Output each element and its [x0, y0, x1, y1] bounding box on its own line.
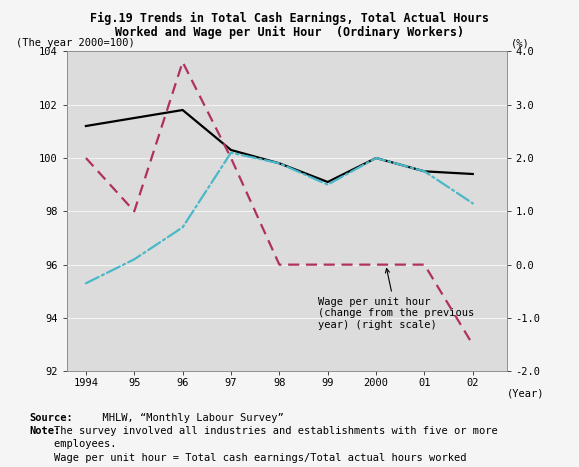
- Text: Fig.19 Trends in Total Cash Earnings, Total Actual Hours: Fig.19 Trends in Total Cash Earnings, To…: [90, 12, 489, 25]
- Text: Worked and Wage per Unit Hour  (Ordinary Workers): Worked and Wage per Unit Hour (Ordinary …: [115, 26, 464, 39]
- Text: Total cash earnings
(left scale): Total cash earnings (left scale): [0, 466, 1, 467]
- Text: Total actual hours
worked (left scale): Total actual hours worked (left scale): [0, 466, 1, 467]
- Text: (Year): (Year): [507, 389, 544, 399]
- Text: MHLW, “Monthly Labour Survey”: MHLW, “Monthly Labour Survey”: [90, 413, 284, 423]
- Text: employees.: employees.: [29, 439, 116, 449]
- Text: Wage per unit hour
(change from the previous
year) (right scale): Wage per unit hour (change from the prev…: [318, 269, 474, 330]
- Text: (%): (%): [511, 38, 530, 48]
- Text: (The year 2000=100): (The year 2000=100): [16, 38, 135, 48]
- Text: Wage per unit hour = Total cash earnings/Total actual hours worked: Wage per unit hour = Total cash earnings…: [29, 453, 467, 462]
- Text: Source:: Source:: [29, 413, 73, 423]
- Text: Note:: Note:: [29, 426, 60, 436]
- Text: The survey involved all industries and establishments with five or more: The survey involved all industries and e…: [29, 426, 498, 436]
